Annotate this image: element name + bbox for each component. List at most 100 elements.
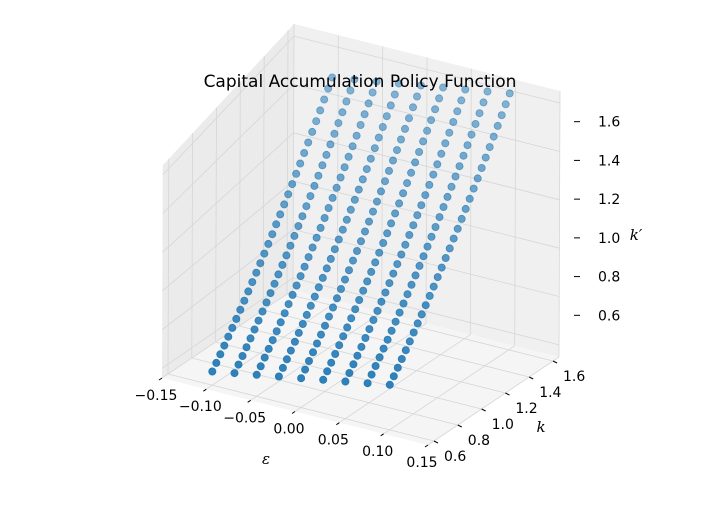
gridline-k-floor: [191, 357, 458, 426]
gridline-eps-back: [558, 90, 561, 358]
data-point: [429, 282, 438, 291]
data-point: [391, 317, 400, 326]
data-point: [399, 299, 408, 308]
data-point: [278, 363, 287, 372]
data-point: [493, 121, 502, 130]
data-point: [334, 119, 343, 128]
axis-ticks: −0.15−0.10−0.050.000.050.100.15 0.60.81.0…: [135, 115, 621, 471]
data-point: [328, 73, 337, 82]
data-point: [485, 143, 494, 152]
data-point: [350, 75, 359, 84]
data-point: [425, 291, 434, 300]
data-point: [359, 286, 368, 295]
data-point: [449, 234, 458, 243]
y-tick-mark: [433, 440, 439, 444]
data-point: [332, 183, 341, 192]
data-point: [394, 79, 403, 88]
gridline-eps-back: [336, 35, 339, 302]
data-point: [469, 184, 478, 193]
data-point: [248, 278, 257, 287]
data-point: [208, 367, 217, 376]
x-tick-mark: [336, 422, 340, 426]
x-tick-label: 0.15: [406, 455, 437, 471]
data-point: [282, 251, 291, 260]
gridline-kp-back: [293, 132, 560, 201]
data-point: [363, 277, 372, 286]
gridline-eps-floor: [250, 311, 382, 401]
data-point: [347, 314, 356, 323]
data-point: [385, 380, 394, 389]
data-point: [473, 174, 482, 183]
data-point: [431, 105, 440, 114]
data-point: [441, 253, 450, 262]
data-point: [354, 185, 363, 194]
data-point: [252, 370, 261, 379]
data-point: [286, 346, 295, 355]
data-point: [304, 138, 313, 147]
data-point: [316, 106, 325, 115]
gridline-eps-floor: [427, 356, 560, 446]
data-point: [349, 360, 358, 369]
data-point: [457, 96, 466, 105]
data-point: [421, 301, 430, 310]
data-point: [389, 372, 398, 381]
data-point: [431, 222, 440, 231]
data-point: [387, 219, 396, 228]
gridline-kp-left: [162, 180, 294, 292]
data-point: [399, 189, 408, 198]
data-point: [319, 375, 328, 384]
data-point: [284, 300, 293, 309]
data-point: [256, 259, 265, 268]
x-tick-label: 0.00: [273, 422, 304, 438]
gridline-eps-floor: [294, 323, 427, 412]
data-point: [294, 222, 303, 231]
data-point: [346, 86, 355, 95]
data-point: [396, 135, 405, 144]
data-point: [427, 116, 436, 125]
gridline-k-left: [167, 158, 170, 375]
data-point: [479, 98, 488, 107]
data-point: [411, 271, 420, 280]
data-point: [461, 85, 470, 94]
data-point: [234, 360, 243, 369]
data-point: [346, 205, 355, 214]
data-point: [383, 229, 392, 238]
data-point: [483, 87, 492, 96]
data-point: [374, 133, 383, 142]
x-tick-label: −0.05: [223, 410, 266, 426]
data-point: [286, 241, 295, 250]
data-point: [505, 89, 514, 98]
y-tick-label: 1.2: [515, 401, 537, 417]
data-point: [332, 294, 341, 303]
data-point: [389, 269, 398, 278]
data-point: [330, 129, 339, 138]
data-point: [310, 181, 319, 190]
data-point: [409, 328, 418, 337]
data-point: [250, 325, 259, 334]
data-point: [340, 163, 349, 172]
data-point: [342, 215, 351, 224]
data-point: [403, 290, 412, 299]
data-point: [421, 191, 430, 200]
data-point: [352, 131, 361, 140]
data-point: [326, 254, 335, 263]
data-point: [357, 342, 366, 351]
data-point: [407, 168, 416, 177]
data-point: [405, 337, 414, 346]
data-point: [388, 156, 397, 165]
data-point: [344, 266, 353, 275]
data-point: [467, 130, 476, 139]
data-point: [343, 323, 352, 332]
data-point: [290, 231, 299, 240]
data-point: [367, 267, 376, 276]
data-point: [268, 336, 277, 345]
data-point: [252, 268, 261, 277]
data-point: [260, 249, 269, 258]
x-tick-mark: [291, 411, 296, 414]
x-axis-label: ε: [262, 450, 270, 468]
data-point: [451, 172, 460, 181]
data-point: [342, 97, 351, 106]
data-point: [324, 312, 333, 321]
y-tick-label: 1.6: [563, 369, 585, 385]
data-point: [358, 175, 367, 184]
